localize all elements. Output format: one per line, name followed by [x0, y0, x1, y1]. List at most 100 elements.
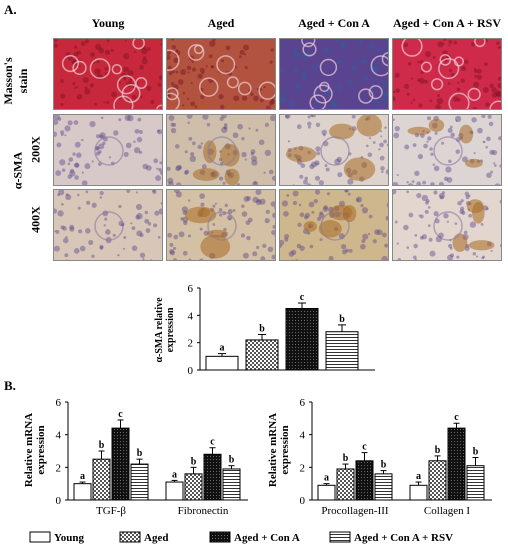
b1-bar-g1-s4: [130, 463, 149, 501]
b2-ylabel-line2: expression: [279, 425, 291, 474]
chart-a-ytick-label-3: 6: [188, 283, 194, 295]
b1-letter-g1-s3: c: [118, 409, 123, 420]
b1-bar-g2-s4: [222, 468, 241, 501]
b2-ytick-label-2: 4: [300, 430, 306, 442]
b2-bar-g1-s1: [317, 484, 336, 501]
legend-swatch-3: [209, 531, 231, 543]
row-label-masson: Masson's stain: [1, 51, 31, 111]
b1-letter-g2-s1: a: [172, 469, 177, 480]
b2-letter-g2-s2: b: [435, 445, 441, 456]
micrograph-asma-200-3: [279, 114, 389, 186]
b2-bar-g2-s1: [409, 484, 428, 501]
b2-group-label-1: Procollagen-III: [321, 505, 389, 517]
b2-letter-g2-s3: c: [454, 412, 459, 423]
micrograph-masson-2: [166, 38, 276, 110]
chart-a-bar-2: [245, 339, 279, 371]
b2-ytick-label-3: 6: [300, 397, 306, 409]
b2-ytick-label-1: 2: [300, 462, 306, 474]
micrograph-asma-200-1: [53, 114, 163, 186]
row-label-200x: 200X: [28, 136, 43, 163]
legend-graphic: Young Aged Aged + Con A Aged + Con A + RSV: [29, 531, 453, 544]
micrograph-asma-200-2: [166, 114, 276, 186]
row-label-asma: α-SMA: [10, 151, 25, 190]
legend-label-2: Aged: [144, 532, 168, 544]
legend-swatch-4: [329, 531, 351, 543]
row-label-masson-line1: Masson's: [1, 57, 15, 105]
chart-a-bar-3: [285, 308, 319, 371]
chart-a-bar-1: [205, 355, 239, 371]
b2-letter-g1-s4: b: [381, 460, 387, 471]
mrna-chart-tgf-fibronectin: Relative mRNAexpression 0 2 4 6 TGF-β a b c b Fibr…: [23, 397, 248, 517]
b1-letter-g2-s2: b: [191, 456, 197, 467]
b1-bar-g2-s2: [184, 473, 203, 501]
b1-bar-g1-s2: [92, 458, 111, 501]
b2-bar-g2-s3: [447, 427, 466, 501]
micrograph-asma-400-3: [279, 189, 389, 261]
micrograph-asma-200-4: [392, 114, 502, 186]
chart-a-bar-4: [325, 331, 359, 371]
b1-group-label-1: TGF-β: [96, 505, 126, 517]
b2-ytick-label-0: 0: [300, 495, 306, 507]
b1-ylabel-line1: Relative mRNA: [23, 413, 35, 487]
legend-label-1: Young: [54, 532, 84, 544]
panel-b-label: B.: [4, 378, 16, 393]
row-label-400x: 400X: [28, 206, 43, 233]
row-label-masson-line2: stain: [16, 68, 30, 94]
chart-a-ytick-label-1: 2: [188, 338, 194, 350]
b2-ylabel: Relative mRNAexpression: [267, 413, 291, 487]
legend: Young Aged Aged + Con A Aged + Con A + RSV: [10, 528, 505, 546]
b1-ylabel: Relative mRNAexpression: [23, 413, 47, 487]
chart-a-ytick-label-2: 4: [188, 310, 194, 322]
b1-ytick-label-3: 6: [56, 397, 62, 409]
b2-bar-g1-s4: [374, 473, 393, 501]
b1-group-label-2: Fibronectin: [178, 505, 229, 517]
chart-a-letter-4: b: [339, 314, 345, 325]
legend-label-4: Aged + Con A + RSV: [354, 532, 453, 544]
micrograph-asma-400-2: [166, 189, 276, 261]
b2-letter-g2-s4: b: [473, 447, 479, 458]
micrograph-asma-400-1: [53, 189, 163, 261]
b2-letter-g2-s1: a: [416, 471, 421, 482]
b2-bar-g1-s2: [336, 468, 355, 501]
chart-a-letter-1: a: [220, 343, 225, 354]
b1-ytick-label-2: 4: [56, 430, 62, 442]
b2-bar-g2-s2: [428, 460, 447, 501]
b1-letter-g2-s3: c: [210, 437, 215, 448]
b2-bar-g2-s4: [466, 465, 485, 501]
asma-expression-chart: α-SMA relativeexpression 0 2 4 6 a b c b: [154, 283, 375, 377]
chart-a-ylabel: α-SMA relativeexpression: [154, 297, 176, 363]
b1-letter-g1-s2: b: [99, 440, 105, 451]
column-header-aged-con-a-rsv: Aged + Con A + RSV: [392, 16, 502, 30]
column-header-young: Young: [91, 16, 125, 30]
legend-swatch-1: [29, 531, 51, 543]
b1-bar-g2-s3: [203, 453, 222, 501]
b2-letter-g1-s3: c: [362, 442, 367, 453]
legend-swatch-2: [119, 531, 141, 543]
column-header-aged-con-a: Aged + Con A: [298, 16, 370, 30]
b2-letter-g1-s1: a: [324, 473, 329, 484]
panel-a-label: A.: [4, 2, 17, 17]
b1-bar-g2-s1: [165, 481, 184, 501]
b1-letter-g1-s1: a: [80, 471, 85, 482]
chart-a-ytick-label-0: 0: [188, 365, 194, 377]
b2-bar-g1-s3: [355, 460, 374, 501]
chart-a-ylabel-line1: α-SMA relative: [154, 297, 165, 363]
chart-a-ylabel-line2: expression: [165, 307, 176, 352]
b1-bar-g1-s3: [111, 427, 130, 501]
b1-ylabel-line2: expression: [35, 425, 47, 474]
micrograph-masson-3: [279, 38, 389, 110]
b1-bar-g1-s1: [73, 483, 92, 501]
mrna-chart-collagen: Relative mRNAexpression 0 2 4 6 Procollagen-I…: [267, 397, 492, 517]
chart-a-letter-2: b: [259, 323, 265, 334]
b1-ytick-label-0: 0: [56, 495, 62, 507]
b2-ylabel-line1: Relative mRNA: [267, 413, 279, 487]
b2-group-label-2: Collagen I: [424, 505, 470, 517]
b1-ytick-label-1: 2: [56, 462, 62, 474]
legend-label-3: Aged + Con A: [234, 532, 300, 544]
b1-letter-g1-s4: b: [137, 448, 143, 459]
micrograph-masson-4: [392, 38, 502, 110]
micrograph-masson-1: [53, 38, 163, 110]
chart-a-letter-3: c: [300, 292, 305, 303]
b1-letter-g2-s4: b: [229, 455, 235, 466]
column-header-aged: Aged: [207, 16, 235, 30]
